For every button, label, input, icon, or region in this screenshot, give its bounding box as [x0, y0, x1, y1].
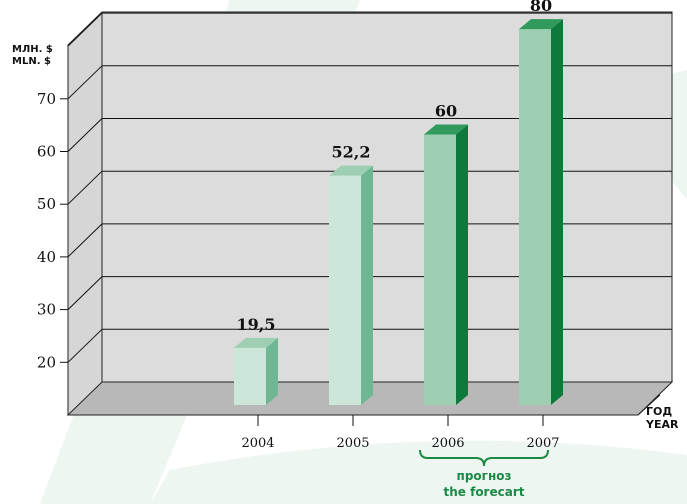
bar-top — [234, 337, 278, 348]
x-tick-label: 2006 — [431, 436, 464, 451]
bar-value-label: 19,5 — [237, 315, 276, 334]
bar-top — [424, 124, 468, 135]
grid-line-side — [67, 276, 103, 310]
grid-line-side — [67, 118, 103, 152]
forecast-label-ru: прогноз — [457, 469, 512, 483]
bars: 19,5 52,2 60 80 — [234, 0, 563, 405]
bar-side — [266, 337, 278, 405]
y-tick-label: 50 — [37, 195, 56, 213]
bar-top — [519, 19, 563, 30]
chart-left-wall — [68, 12, 102, 415]
y-tick-label: 70 — [37, 90, 56, 108]
bar-2004: 19,5 — [234, 315, 278, 405]
y-tick-label: 60 — [37, 143, 56, 161]
y-axis: 20 30 40 50 60 70 — [37, 90, 68, 371]
x-tick-label: 2007 — [526, 436, 559, 451]
x-axis-unit-en: YEAR — [645, 418, 679, 431]
bar-value-label: 60 — [435, 102, 457, 121]
bar-2005: 52,2 — [329, 143, 373, 405]
grid-line-side — [67, 12, 103, 47]
y-axis-unit-en: MLN. $ — [12, 56, 51, 67]
forecast-brace — [419, 449, 549, 467]
x-tick-label: 2004 — [241, 436, 274, 451]
grid-line-side — [67, 328, 103, 363]
bar-side — [456, 124, 468, 405]
bar-side — [551, 19, 563, 405]
bar-2006: 60 — [424, 102, 468, 405]
bar-front — [329, 175, 361, 405]
y-axis-unit-ru: МЛН. $ — [12, 44, 53, 55]
bar-value-label: 52,2 — [332, 143, 371, 162]
x-axis-unit-ru: ГОД — [646, 405, 672, 418]
y-tick-label: 40 — [37, 248, 56, 266]
x-axis: 2004 2005 2006 2007 — [241, 415, 560, 451]
grid-lines — [67, 12, 672, 363]
bar-front — [424, 134, 456, 405]
chart-back-wall — [102, 12, 672, 382]
y-tick-label: 30 — [37, 301, 56, 319]
grid-line-side — [67, 65, 103, 100]
forecast-label-en: the forecart — [444, 485, 525, 499]
bar-value-label: 80 — [530, 0, 552, 15]
x-tick-label: 2005 — [336, 436, 369, 451]
grid-line-side — [67, 223, 103, 258]
bar-front — [519, 29, 551, 405]
y-tick-label: 20 — [37, 353, 56, 371]
bar-2007: 80 — [519, 0, 563, 405]
grid-line-side — [67, 170, 103, 205]
bar-front — [234, 347, 266, 405]
bar-side — [361, 165, 373, 405]
bar-top — [329, 165, 373, 176]
